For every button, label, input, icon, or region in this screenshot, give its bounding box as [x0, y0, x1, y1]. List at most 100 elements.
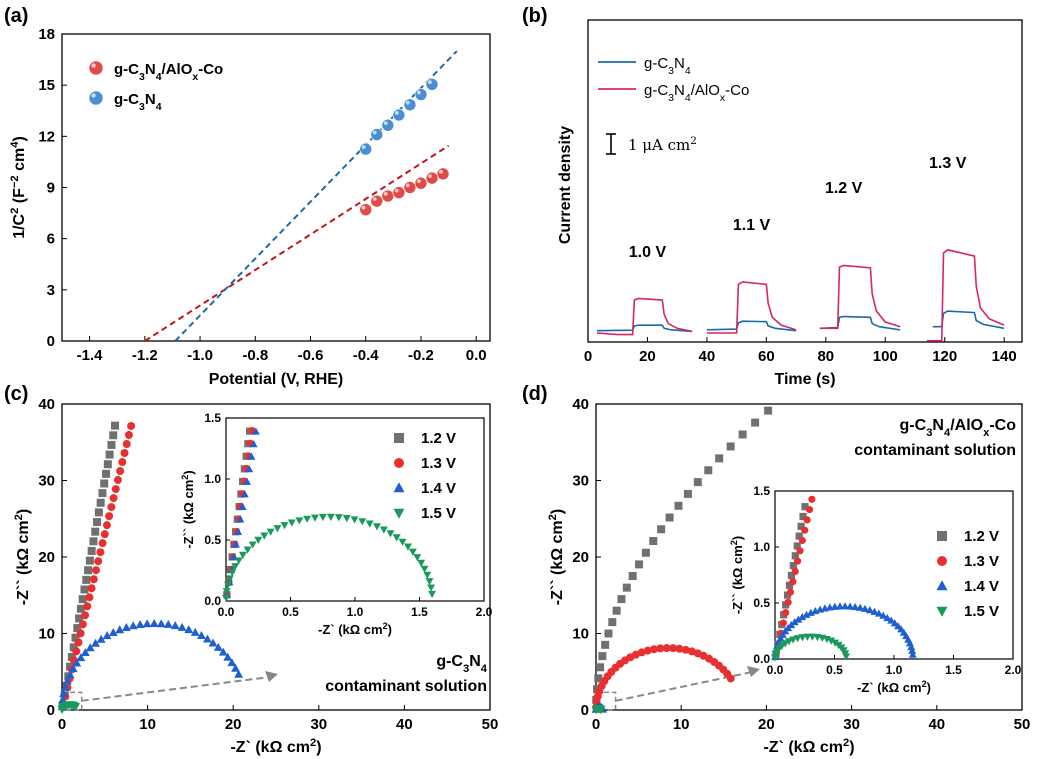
inset-data-point: [803, 633, 812, 641]
data-point: [596, 663, 605, 672]
data-point: [370, 128, 384, 141]
panel-label-a: (a): [4, 5, 28, 27]
inset-y-tick-label: 0.0: [204, 594, 221, 608]
x-axis-label: Potential (V, RHE): [209, 371, 344, 388]
data-point: [102, 521, 111, 530]
data-point: [693, 478, 702, 487]
data-point: [83, 602, 92, 611]
data-point: [105, 450, 114, 459]
inset-data-point: [783, 591, 792, 599]
data-point: [85, 643, 95, 652]
fit-line-1: [174, 50, 458, 342]
inset-data-point: [784, 598, 792, 606]
voltage-label: 1.1 V: [733, 217, 771, 234]
data-point: [649, 537, 658, 546]
data-point: [93, 518, 102, 527]
inset-data-point: [887, 616, 896, 624]
data-point: [598, 652, 607, 661]
inset-frame: [225, 417, 485, 602]
y-tick-label: 20: [572, 549, 589, 566]
y-axis-label: -Z`` (kΩ cm2): [13, 509, 32, 605]
inset-data-point: [428, 590, 437, 599]
inset-data-point: [245, 465, 254, 473]
y-tick-label: 10: [38, 626, 55, 643]
data-point: [108, 627, 118, 636]
data-point: [414, 88, 428, 101]
inset-data-point: [310, 514, 319, 522]
inset-data-point: [798, 536, 806, 545]
inset-data-point: [238, 551, 247, 559]
y-axis-label: Current density: [557, 126, 574, 244]
inset-data-point: [782, 609, 790, 617]
data-point: [127, 421, 136, 430]
data-point-shine: [394, 110, 399, 115]
inset-data-point: [260, 532, 269, 540]
legend-marker: [394, 458, 404, 468]
inset-data-point: [222, 588, 231, 596]
inset-data-point: [791, 567, 799, 576]
legend-marker-shine: [91, 63, 96, 68]
inset-data-point: [805, 505, 814, 514]
data-point: [111, 421, 120, 430]
inset-data-point: [865, 606, 874, 614]
data-point: [674, 501, 683, 510]
inset-data-point: [846, 602, 855, 610]
y-tick-label: 30: [38, 473, 55, 490]
data-point: [109, 431, 118, 440]
inset-data-point: [236, 515, 245, 523]
legend-label: 1.3 V: [964, 553, 999, 570]
y-tick-label: 0: [581, 702, 589, 719]
x-tick-label: 0.0: [466, 347, 487, 364]
inset-data-point: [413, 554, 422, 562]
inset-y-axis-label: -Z`` (kΩ cm2): [180, 470, 196, 548]
inset-data-point: [231, 563, 240, 571]
data-point: [218, 647, 228, 656]
inset-data-point: [794, 615, 803, 623]
x-tick-label: 60: [758, 348, 775, 365]
x-tick-label: 40: [928, 716, 945, 733]
inset-y-tick-label: 1.0: [204, 472, 221, 486]
legend-marker: [936, 606, 948, 617]
data-point: [234, 669, 244, 678]
inset-data-point: [248, 541, 257, 549]
inset-x-tick-label: 0.0: [218, 605, 235, 619]
inset-data-point: [793, 542, 801, 550]
data-point: [414, 176, 428, 190]
zoom-arrow-head: [747, 666, 760, 677]
x-tick-label: 20: [225, 716, 242, 733]
data-point: [403, 181, 417, 194]
data-point: [82, 575, 91, 584]
data-point: [76, 629, 85, 638]
inset-data-point: [273, 525, 282, 533]
data-point-shine: [361, 145, 366, 149]
data-point: [118, 458, 127, 467]
inset-data-point: [238, 502, 247, 510]
legend-marker: [936, 580, 948, 591]
inset-data-point: [249, 440, 258, 448]
x-tick-label: 120: [932, 348, 957, 365]
data-point-shine: [427, 80, 432, 85]
data-point: [617, 595, 626, 604]
inset-data-point: [798, 634, 807, 642]
inset-data-point: [883, 613, 892, 622]
plot-frame: [61, 33, 491, 342]
data-point: [227, 658, 237, 667]
inset-x-tick-label: 2.0: [476, 605, 493, 619]
x-axis-label: -Z` (kΩ cm2): [230, 737, 321, 756]
data-point: [726, 442, 735, 451]
data-point: [65, 670, 75, 679]
data-point: [89, 537, 98, 546]
y-tick-label: 0: [47, 702, 55, 719]
panel-label-d: (d): [522, 383, 548, 405]
data-point: [103, 460, 112, 469]
panel-label-c: (c): [4, 383, 28, 405]
x-tick-label: -1.0: [187, 347, 213, 364]
data-point: [704, 466, 713, 475]
inset-y-tick-label: 1.5: [753, 484, 770, 498]
data-point: [107, 440, 116, 449]
data-point: [649, 645, 658, 654]
plot-frame: [587, 19, 1023, 343]
data-point: [359, 142, 373, 156]
data-point-shine: [372, 130, 377, 135]
inset-x-tick-label: 1.0: [347, 605, 364, 619]
